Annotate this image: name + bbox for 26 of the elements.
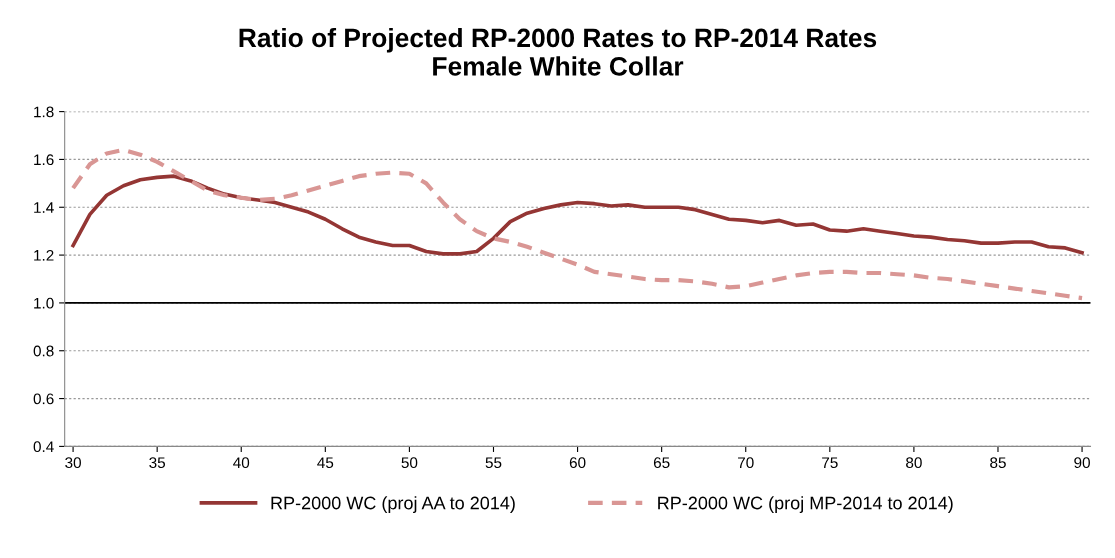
legend-label: RP-2000 WC (proj MP-2014 to 2014) [658, 496, 953, 513]
x-tick-label: 30 [65, 457, 81, 469]
x-tick-label: 90 [1074, 457, 1090, 469]
line-series [71, 174, 1084, 256]
y-tick-label: 0.4 [33, 441, 54, 453]
x-tick-label: 65 [653, 457, 670, 469]
x-tick-label: 80 [906, 457, 922, 469]
y-tick-label: 1.6 [34, 154, 54, 166]
x-tick-label: 55 [485, 457, 502, 469]
y-tick-label: 1.2 [34, 249, 54, 261]
line-series [70, 147, 1085, 301]
x-tick-label: 60 [569, 457, 586, 469]
y-tick-label: 0.6 [33, 393, 54, 405]
legend-label: RP-2000 WC (proj AA to 2014) [271, 496, 515, 513]
x-tick-label: 35 [149, 457, 166, 469]
x-tick-label: 50 [401, 457, 418, 469]
x-tick-label: 85 [990, 457, 1006, 469]
x-tick-label: 40 [233, 457, 250, 469]
x-tick-label: 75 [822, 457, 838, 469]
x-tick-label: 45 [317, 457, 334, 469]
x-tick-label: 70 [738, 457, 754, 469]
y-tick-label: 1.0 [34, 297, 54, 309]
y-tick-label: 1.4 [34, 202, 54, 213]
y-tick-label: 1.8 [34, 106, 54, 118]
chart-title: Ratio of Projected RP-2000 Rates to RP-2014 Rates Female White Collar [239, 27, 877, 76]
y-tick-label: 0.8 [33, 345, 54, 357]
